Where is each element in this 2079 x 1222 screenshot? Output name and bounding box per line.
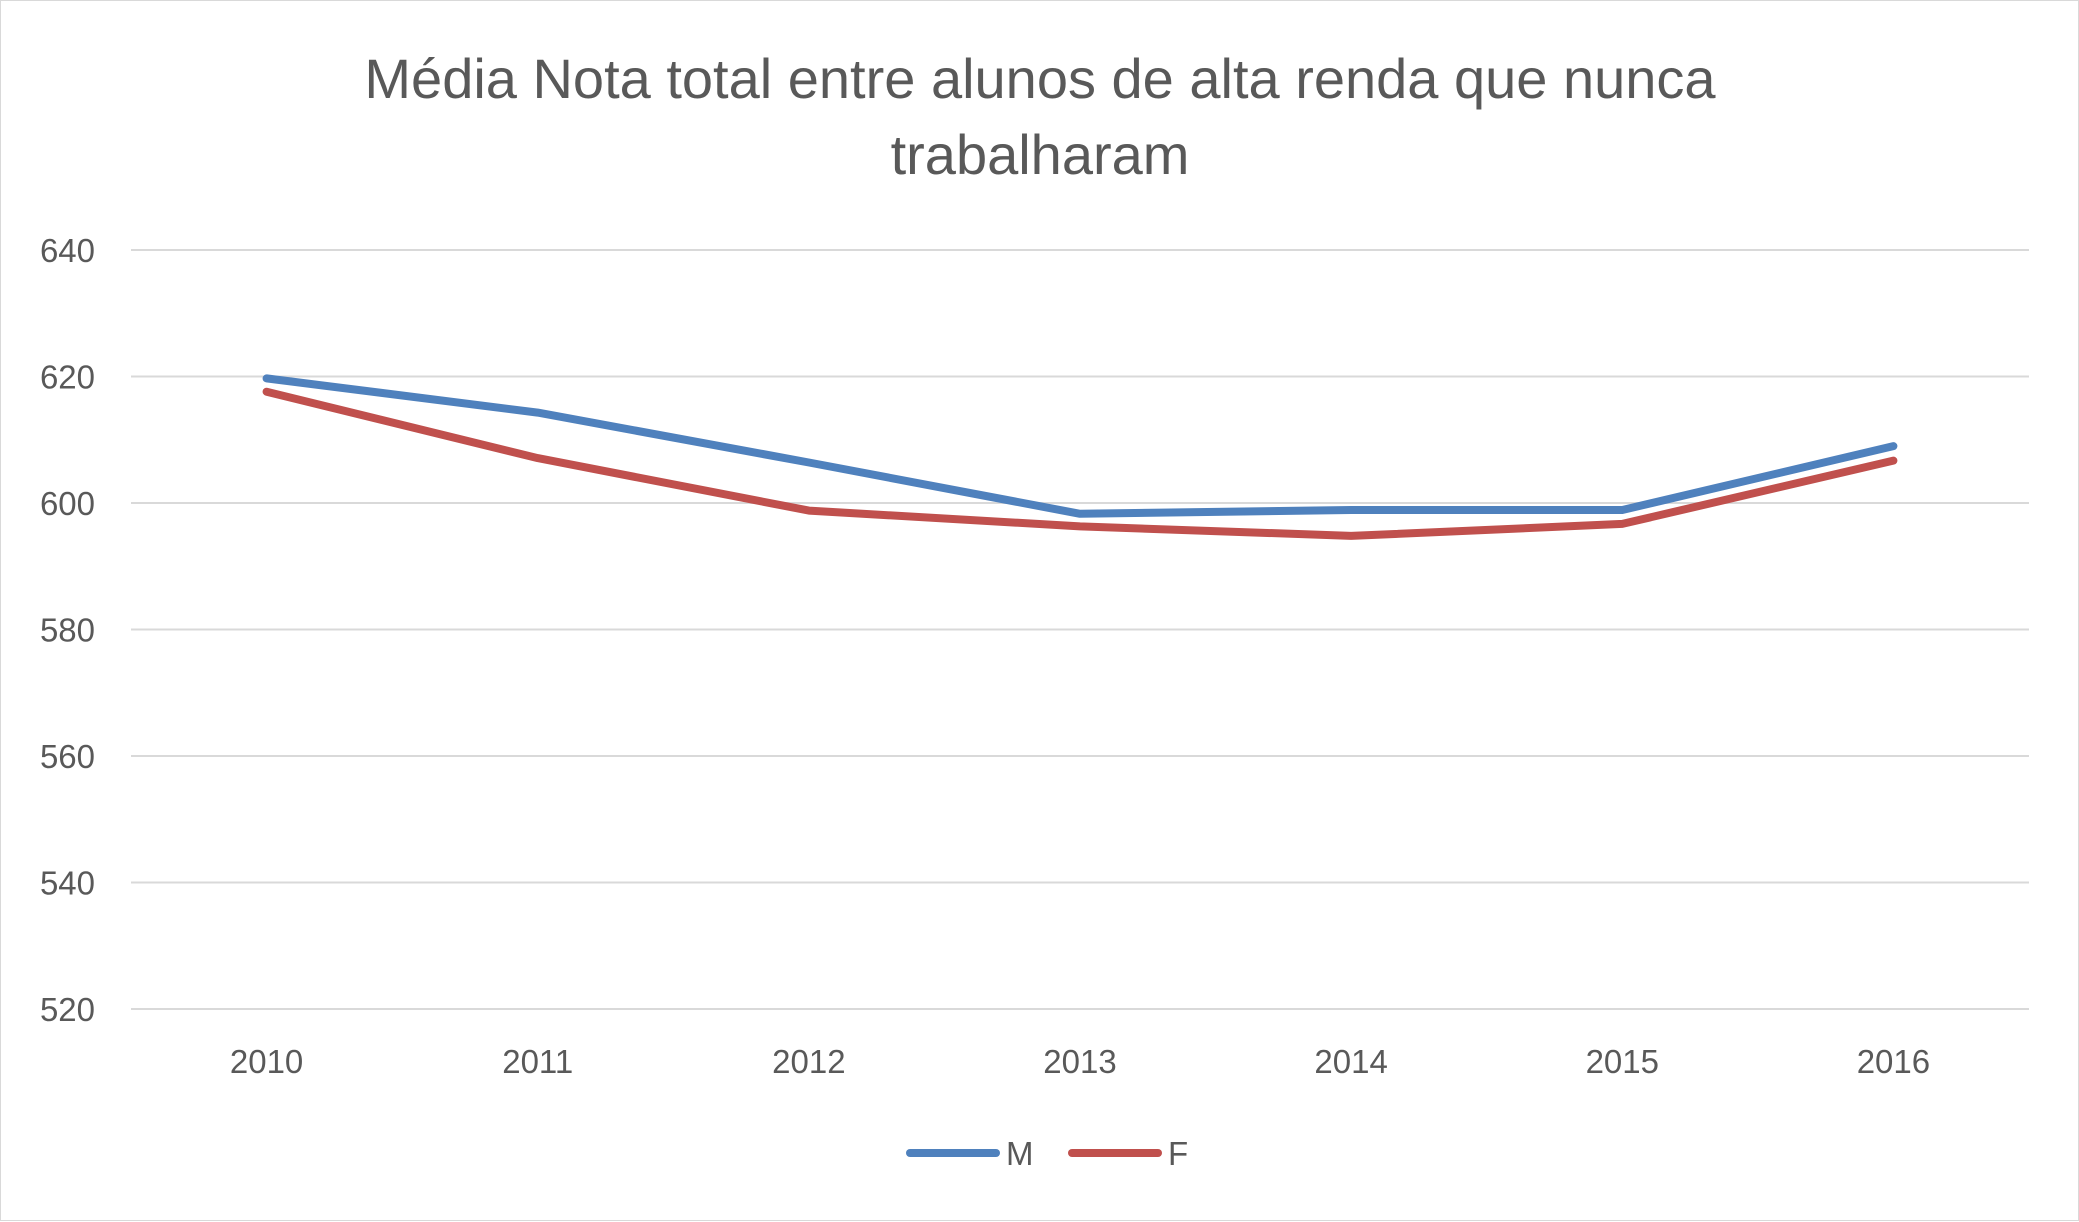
y-tick-label: 600 bbox=[40, 485, 95, 522]
y-tick-label: 580 bbox=[40, 612, 95, 649]
y-tick-label: 620 bbox=[40, 359, 95, 396]
x-tick-label: 2016 bbox=[1857, 1043, 1930, 1080]
series-lines bbox=[262, 374, 1898, 540]
y-axis-tick-labels: 520 540 560 580 600 620 640 bbox=[40, 232, 95, 1028]
x-tick-label: 2010 bbox=[230, 1043, 303, 1080]
series-line-M bbox=[262, 374, 1898, 518]
x-tick-label: 2014 bbox=[1314, 1043, 1387, 1080]
chart-title-line-2: trabalharam bbox=[891, 123, 1190, 186]
series-line-F bbox=[262, 387, 1898, 540]
x-axis-tick-labels: 2010 2011 2012 2013 2014 2015 2016 bbox=[230, 1043, 1930, 1080]
chart-title-line-1: Média Nota total entre alunos de alta re… bbox=[364, 47, 1716, 110]
x-tick-label: 2011 bbox=[502, 1043, 573, 1080]
y-tick-label: 520 bbox=[40, 991, 95, 1028]
legend-label-M: M bbox=[1006, 1135, 1034, 1172]
y-tick-label: 560 bbox=[40, 738, 95, 775]
y-tick-label: 540 bbox=[40, 865, 95, 902]
y-tick-label: 640 bbox=[40, 232, 95, 269]
x-tick-label: 2013 bbox=[1043, 1043, 1116, 1080]
gridlines bbox=[131, 249, 2029, 1010]
x-tick-label: 2015 bbox=[1586, 1043, 1659, 1080]
chart-title: Média Nota total entre alunos de alta re… bbox=[364, 47, 1716, 186]
x-tick-label: 2012 bbox=[772, 1043, 845, 1080]
legend-label-F: F bbox=[1168, 1135, 1188, 1172]
